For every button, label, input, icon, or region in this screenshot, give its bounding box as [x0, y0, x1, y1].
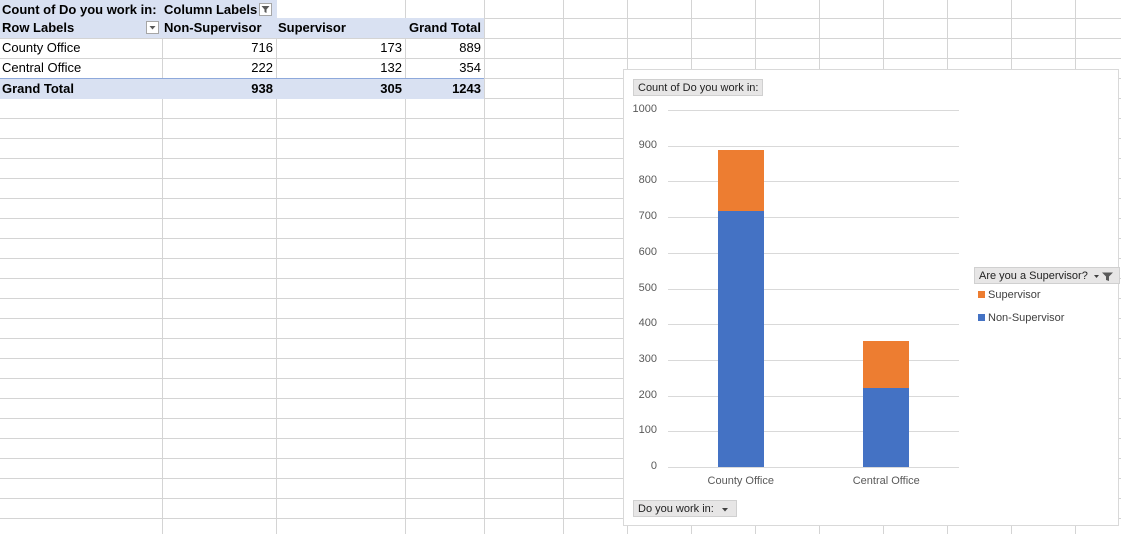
legend-swatch [978, 290, 985, 298]
filter-icon [261, 6, 270, 13]
row-label[interactable]: Central Office [2, 60, 82, 75]
y-tick-label: 600 [638, 245, 657, 258]
y-tick-label: 100 [638, 424, 657, 437]
row-label[interactable]: County Office [2, 40, 81, 55]
axis-field-label: Do you work in: [638, 503, 714, 515]
y-tick-label: 300 [638, 352, 657, 365]
header-grand-total[interactable]: Grand Total [405, 18, 484, 38]
legend-item-non-supervisor[interactable]: Non-Supervisor [978, 312, 1064, 324]
chart-plot-area [668, 110, 959, 468]
y-tick-label: 400 [638, 317, 657, 330]
row-labels-header[interactable]: Row Labels [0, 18, 162, 38]
grand-total-value[interactable]: 1243 [452, 81, 481, 96]
header-supervisor[interactable]: Supervisor [276, 18, 405, 38]
bar-non-supervisor-central-office[interactable] [863, 387, 910, 467]
axis-field-button[interactable]: Do you work in: [633, 500, 737, 517]
pivot-header-row: Row Labels Non-Supervisor Supervisor Gra… [0, 18, 484, 38]
bar-supervisor-county-office[interactable] [717, 149, 764, 212]
chevron-down-icon [721, 507, 728, 512]
cell-value[interactable]: 173 [380, 40, 402, 55]
grand-total-value[interactable]: 938 [251, 81, 273, 96]
legend-swatch [978, 313, 985, 321]
pivot-chart[interactable]: Count of Do you work in: 0 100 200 300 400 50… [623, 69, 1120, 526]
legend-field-button[interactable]: Are you a Supervisor? [974, 267, 1120, 284]
column-labels-filter-button[interactable] [259, 3, 272, 16]
grand-total-label[interactable]: Grand Total [2, 81, 74, 96]
legend-item-supervisor[interactable]: Supervisor [978, 289, 1041, 301]
cell-value[interactable]: 889 [459, 40, 481, 55]
cell-value[interactable]: 716 [251, 40, 273, 55]
cell-value[interactable]: 132 [380, 60, 402, 75]
y-tick-label: 1000 [632, 103, 657, 115]
legend-label: Non-Supervisor [988, 312, 1065, 324]
bar-supervisor-central-office[interactable] [863, 340, 910, 388]
x-tick-label: Central Office [852, 475, 920, 487]
column-labels-header[interactable]: Column Labels [162, 0, 277, 20]
value-field-button[interactable]: Count of Do you work in: [633, 79, 764, 96]
y-tick-label: 800 [638, 174, 657, 187]
grand-total-value[interactable]: 305 [380, 81, 402, 96]
chevron-down-icon [149, 26, 156, 30]
legend-field-label: Are you a Supervisor? [979, 270, 1088, 282]
cell-value[interactable]: 222 [251, 60, 273, 75]
y-tick-label: 200 [638, 388, 657, 401]
pivot-grand-total-row: Grand Total 938 305 1243 [0, 78, 484, 99]
row-labels-filter-button[interactable] [146, 21, 159, 34]
y-tick-label: 500 [638, 281, 657, 294]
pivot-row-central-office: Central Office 222 132 354 [0, 58, 484, 78]
x-tick-label: County Office [707, 475, 774, 487]
pivot-title-row: Count of Do you work in: Column Labels [0, 0, 277, 20]
y-tick-label: 900 [638, 138, 657, 151]
legend-label: Supervisor [988, 289, 1041, 301]
header-non-supervisor[interactable]: Non-Supervisor [162, 18, 276, 38]
pivot-row-county-office: County Office 716 173 889 [0, 38, 484, 58]
column-labels-text: Column Labels [164, 2, 258, 17]
y-tick-label: 700 [638, 210, 657, 223]
cell-value[interactable]: 354 [459, 60, 481, 75]
y-tick-label: 0 [650, 460, 657, 472]
filter-dropdown-icon [1093, 272, 1113, 281]
pivot-value-field-label[interactable]: Count of Do you work in: [0, 0, 162, 20]
bar-non-supervisor-county-office[interactable] [717, 211, 764, 467]
